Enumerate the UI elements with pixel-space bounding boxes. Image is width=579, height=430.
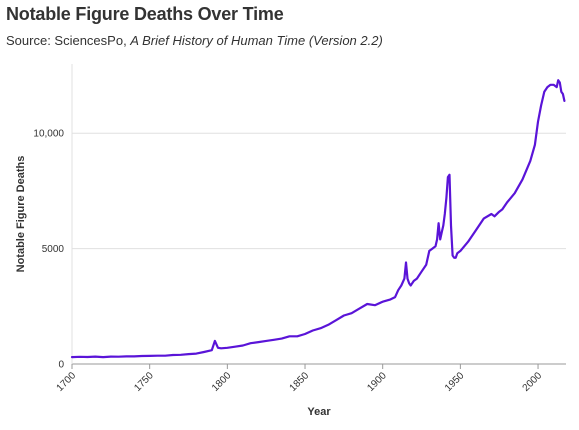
x-axis-label: Year (307, 406, 331, 418)
y-axis-label: Notable Figure Deaths (15, 156, 27, 273)
chart-subtitle: Source: SciencesPo, A Brief History of H… (6, 33, 383, 48)
subtitle-source: Source: SciencesPo, (6, 33, 131, 48)
x-tick-label: 2000 (521, 370, 545, 394)
x-tick-label: 1900 (365, 370, 389, 394)
x-tick-label: 1850 (288, 370, 312, 394)
x-axis: 1700 1750 1800 1850 1900 1950 2000 (55, 364, 545, 394)
y-tick-label: 0 (58, 360, 64, 371)
gridlines (71, 64, 566, 365)
x-tick-label: 1700 (55, 370, 79, 394)
chart-title: Notable Figure Deaths Over Time (6, 4, 284, 24)
subtitle-source-title: A Brief History of Human Time (Version 2… (130, 33, 383, 48)
y-tick-label: 10,000 (33, 129, 64, 140)
y-tick-label: 5000 (42, 244, 65, 255)
series-group (70, 79, 566, 359)
x-tick-label: 1750 (132, 370, 156, 394)
y-axis: 0 5000 10,000 (33, 129, 64, 371)
x-tick-label: 1800 (210, 370, 234, 394)
x-tick-label: 1950 (443, 370, 467, 394)
series-line (70, 79, 566, 359)
